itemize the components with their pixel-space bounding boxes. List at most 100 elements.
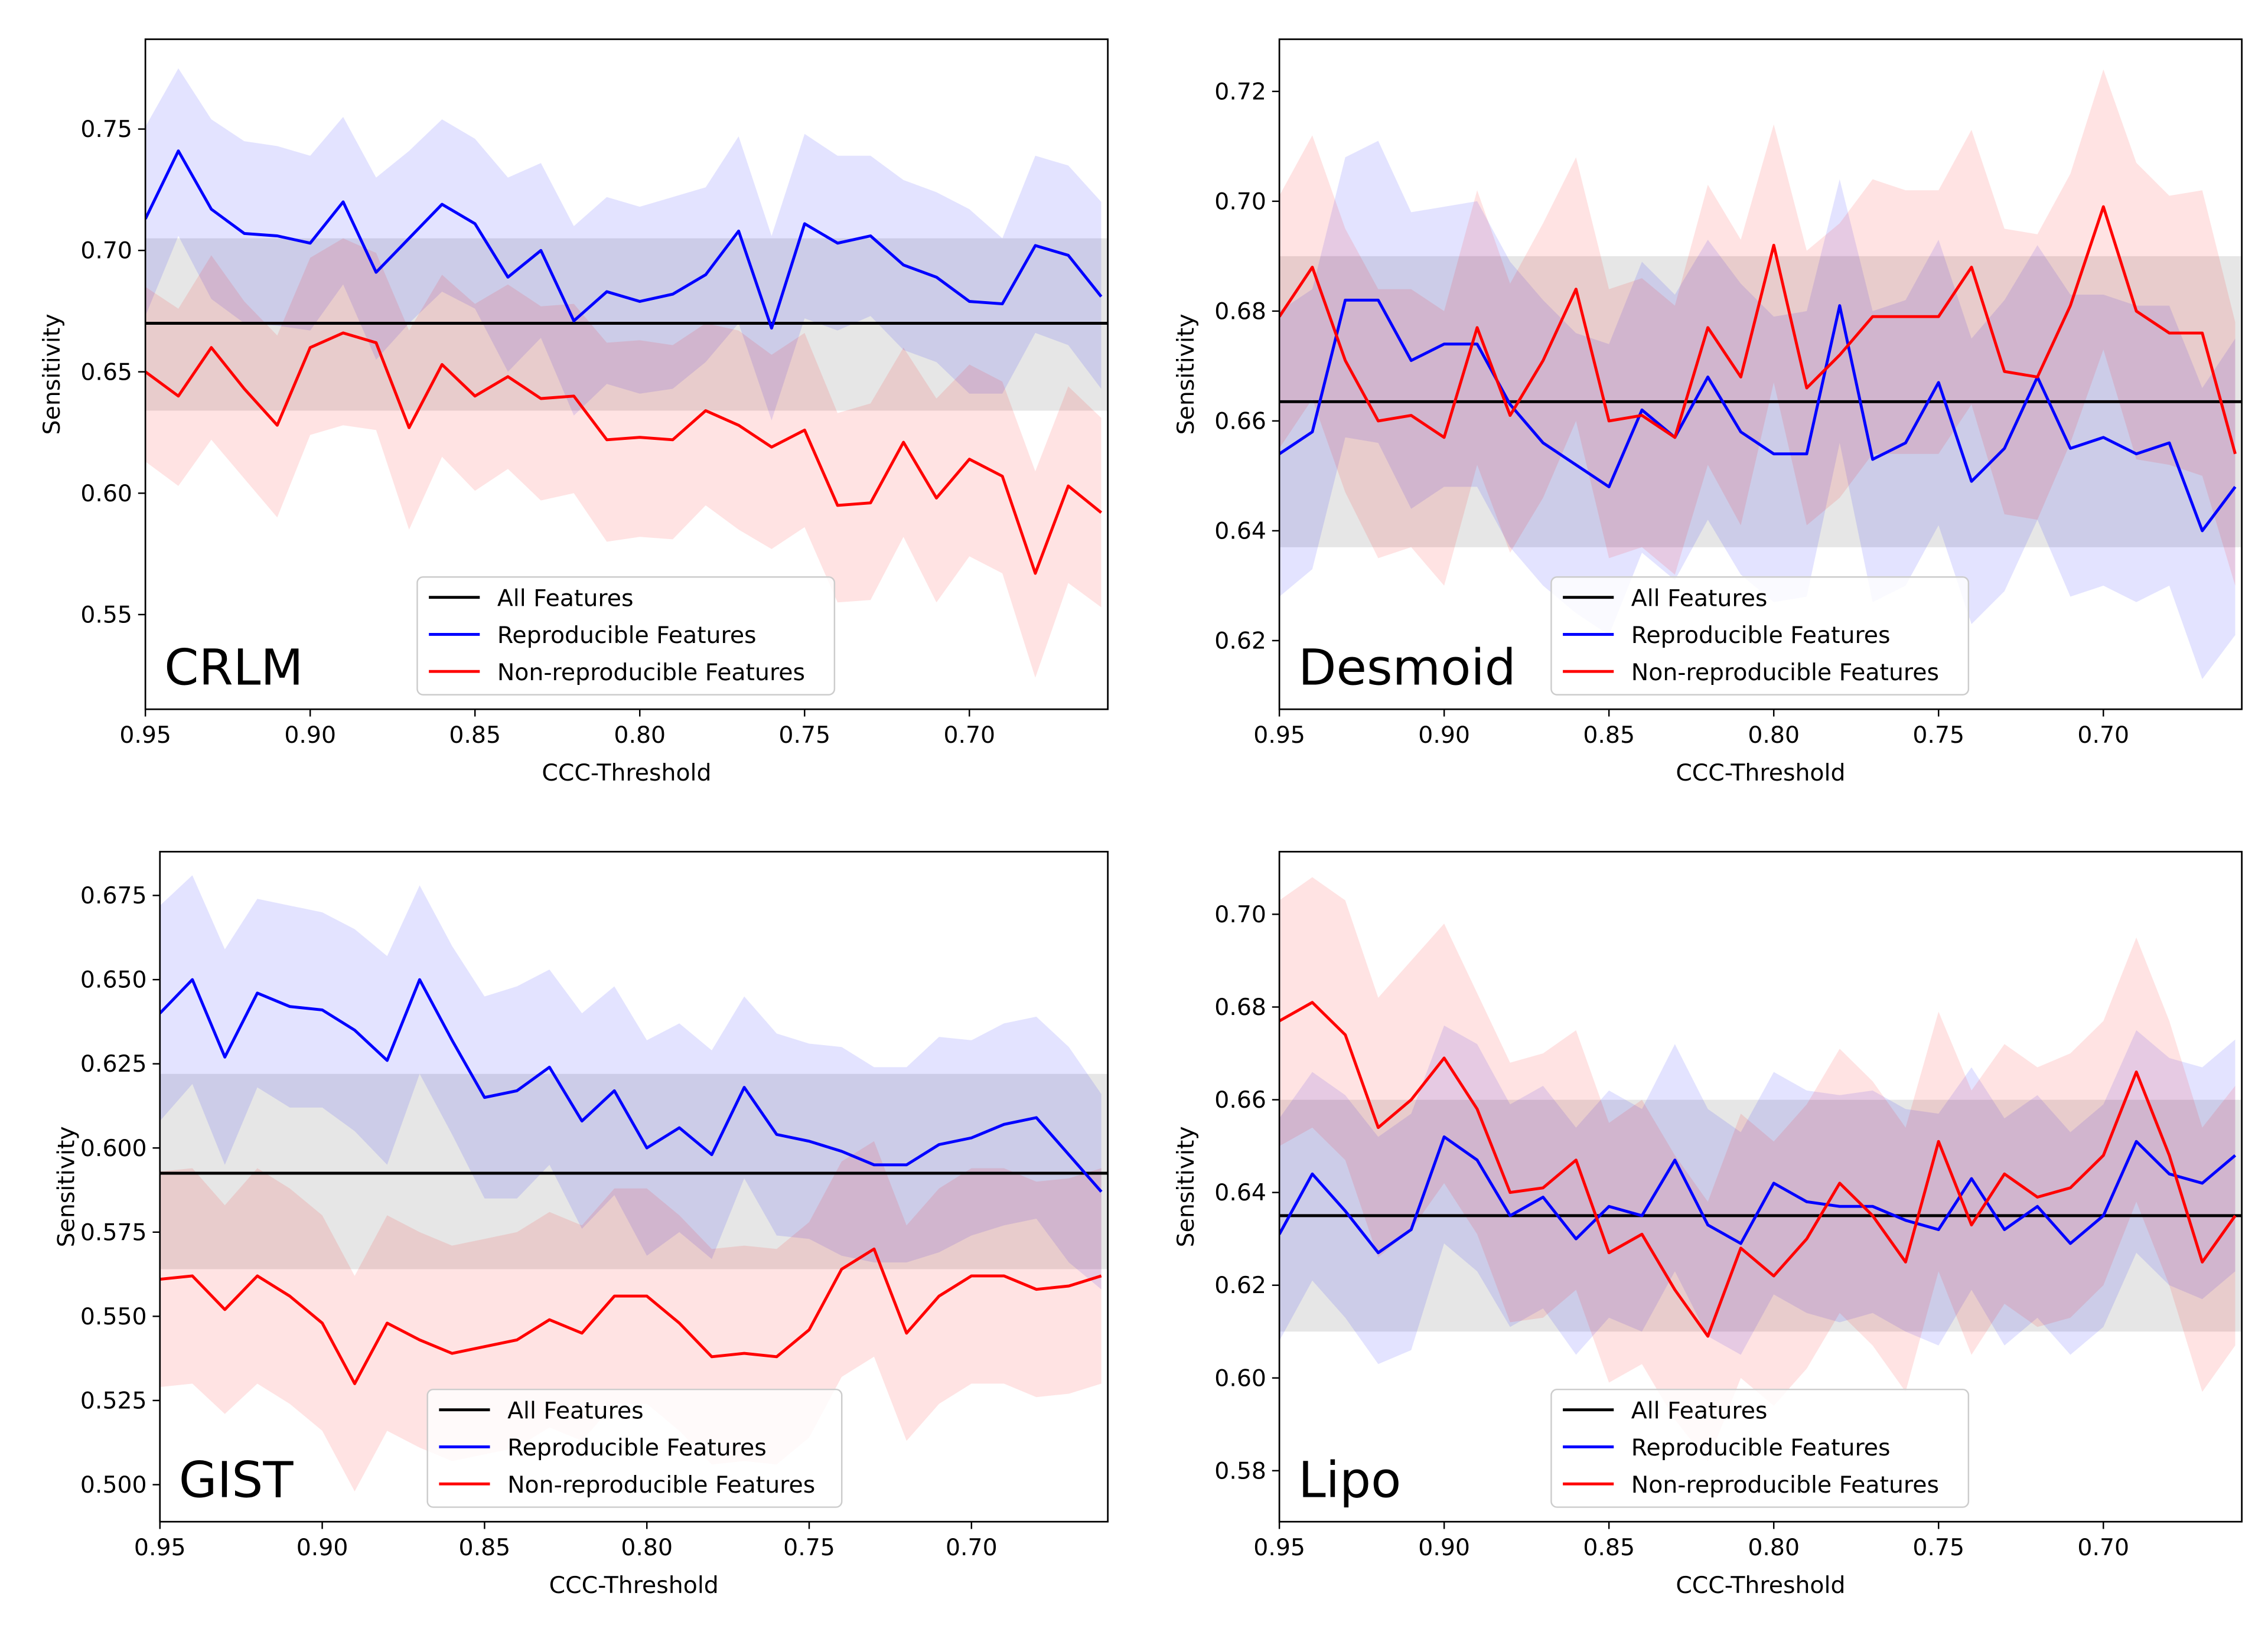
x-tick-label: 0.70 [946, 1534, 998, 1561]
x-tick-label: 0.85 [449, 722, 501, 749]
nonreproducible-features-line [159, 1247, 1102, 1385]
y-tick-label: 0.60 [1214, 1365, 1266, 1392]
x-tick-label: 0.80 [1748, 722, 1800, 749]
plot-frame [1278, 851, 2243, 1523]
legend-reproducible-label: Reproducible Features [507, 1434, 767, 1461]
plot-area [145, 68, 1108, 678]
legend-all-features-label: All Features [497, 585, 634, 612]
x-tick-label: 0.70 [2077, 722, 2129, 749]
legend-reproducible-label: Reproducible Features [1631, 622, 1891, 649]
panel-label: Desmoid [1298, 638, 1516, 696]
legend-all-features-label: All Features [1631, 585, 1768, 612]
x-tick-label: 0.95 [119, 722, 171, 749]
y-tick-label: 0.55 [80, 601, 132, 628]
y-tick-label: 0.64 [1214, 1179, 1266, 1206]
x-axis-label: CCC-Threshold [1676, 1572, 1845, 1599]
legend: All Features Reproducible Features Non-rep… [426, 1388, 843, 1508]
legend-all-features-label: All Features [1631, 1397, 1768, 1424]
legend-reproducible-label: Reproducible Features [1631, 1434, 1891, 1461]
x-tick-label: 0.75 [778, 722, 830, 749]
x-axis-label: CCC-Threshold [1676, 759, 1845, 786]
y-tick-label: 0.575 [80, 1219, 147, 1246]
legend-box [1550, 576, 1970, 696]
legend-nonreproducible-label: Non-reproducible Features [1631, 659, 1939, 686]
all-features-band [159, 1073, 1108, 1269]
x-tick-label: 0.95 [1253, 1534, 1305, 1561]
legend-reproducible-label: Reproducible Features [497, 622, 757, 649]
legend: All Features Reproducible Features Non-rep… [1550, 1388, 1970, 1508]
chart-panel-gist: 0.95 0.90 0.85 0.80 0.75 0.70 0.500 0.525 0.550 0… [53, 851, 1109, 1599]
legend-all-features-label: All Features [507, 1397, 644, 1424]
y-tick-label: 0.65 [80, 358, 132, 386]
legend: All Features Reproducible Features Non-rep… [416, 576, 836, 696]
legend-box [1550, 1388, 1970, 1508]
chart-panel-lipo: 0.95 0.90 0.85 0.80 0.75 0.70 0.58 0.60 0.62 0.64… [1172, 851, 2243, 1599]
panel-label: Lipo [1298, 1451, 1401, 1509]
x-tick-label: 0.90 [296, 1534, 348, 1561]
nonreproducible-ci-band [159, 1141, 1102, 1491]
y-tick-label: 0.600 [80, 1135, 147, 1162]
x-tick-label: 0.75 [1912, 722, 1964, 749]
y-tick-label: 0.550 [80, 1303, 147, 1330]
reproducible-ci-band [145, 68, 1102, 421]
plot-area [1279, 69, 2242, 680]
x-tick-label: 0.75 [783, 1534, 835, 1561]
x-tick-label: 0.85 [459, 1534, 511, 1561]
x-tick-label: 0.80 [614, 722, 666, 749]
y-tick-label: 0.62 [1214, 1272, 1266, 1299]
y-tick-label: 0.72 [1214, 78, 1266, 105]
x-tick-label: 0.70 [943, 722, 995, 749]
y-axis-label: Sensitivity [38, 314, 66, 435]
reproducible-features-line [145, 149, 1103, 330]
y-tick-label: 0.70 [1214, 901, 1266, 928]
y-tick-label: 0.500 [80, 1471, 147, 1499]
x-tick-label: 0.70 [2077, 1534, 2129, 1561]
legend-nonreproducible-label: Non-reproducible Features [497, 659, 805, 686]
legend-box [426, 1388, 843, 1508]
x-axis-label: CCC-Threshold [542, 759, 711, 786]
legend: All Features Reproducible Features Non-rep… [1550, 576, 1970, 696]
x-tick-label: 0.95 [134, 1534, 186, 1561]
y-axis-label: Sensitivity [1172, 314, 1200, 435]
y-tick-label: 0.66 [1214, 407, 1266, 435]
y-tick-label: 0.525 [80, 1387, 147, 1414]
y-tick-label: 0.68 [1214, 994, 1266, 1021]
reproducible-ci-band [1279, 1025, 2236, 1365]
reproducible-ci-band [1279, 141, 2236, 680]
chart-panel-crlm: 0.95 0.90 0.85 0.80 0.75 0.70 0.55 0.60 0.65 0.70… [38, 38, 1109, 786]
y-tick-label: 0.62 [1214, 627, 1266, 654]
x-tick-label: 0.85 [1583, 722, 1635, 749]
plot-frame [144, 38, 1109, 710]
y-tick-label: 0.70 [1214, 188, 1266, 215]
x-tick-label: 0.85 [1583, 1534, 1635, 1561]
reproducible-features-line [159, 978, 1103, 1193]
y-tick-label: 0.58 [1214, 1457, 1266, 1484]
legend-nonreproducible-label: Non-reproducible Features [1631, 1471, 1939, 1499]
x-tick-label: 0.95 [1253, 722, 1305, 749]
nonreproducible-features-line [145, 331, 1103, 575]
panel-label: CRLM [164, 638, 303, 696]
x-tick-label: 0.90 [1418, 1534, 1470, 1561]
x-tick-label: 0.90 [1418, 722, 1470, 749]
y-tick-label: 0.64 [1214, 517, 1266, 544]
reproducible-features-line [1279, 1135, 2237, 1255]
nonreproducible-ci-band [1279, 877, 2236, 1462]
nonreproducible-features-line [1279, 1001, 2237, 1338]
x-tick-label: 0.80 [621, 1534, 673, 1561]
y-axis-label: Sensitivity [53, 1126, 80, 1247]
chart-panel-desmoid: 0.95 0.90 0.85 0.80 0.75 0.70 0.62 0.64 0.66 0.68… [1172, 38, 2243, 786]
y-tick-label: 0.625 [80, 1050, 147, 1078]
y-tick-label: 0.75 [80, 116, 132, 143]
plot-frame [1278, 38, 2243, 710]
y-tick-label: 0.66 [1214, 1086, 1266, 1114]
x-tick-label: 0.75 [1912, 1534, 1964, 1561]
x-tick-label: 0.80 [1748, 1534, 1800, 1561]
y-tick-label: 0.70 [80, 237, 132, 265]
plot-area [159, 875, 1108, 1491]
y-tick-label: 0.675 [80, 882, 147, 909]
plot-frame [159, 851, 1109, 1523]
y-tick-label: 0.60 [80, 480, 132, 507]
nonreproducible-features-line [1279, 205, 2237, 455]
